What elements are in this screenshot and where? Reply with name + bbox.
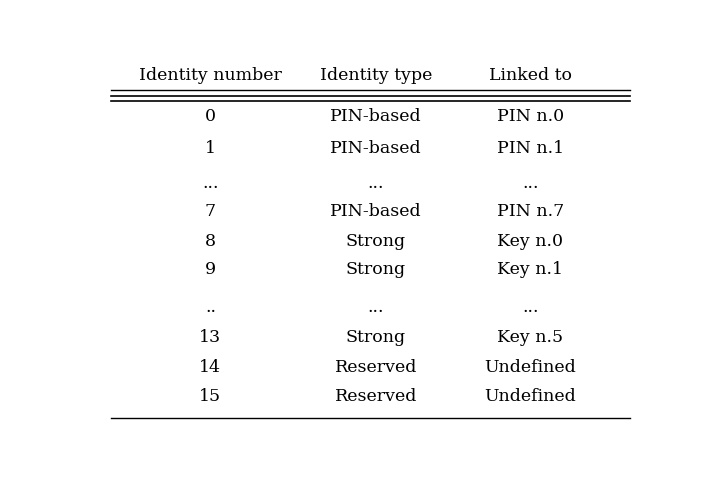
Text: Undefined: Undefined xyxy=(485,359,576,376)
Text: PIN-based: PIN-based xyxy=(330,139,422,156)
Text: Key n.0: Key n.0 xyxy=(498,233,563,250)
Text: 13: 13 xyxy=(199,329,221,346)
Text: 8: 8 xyxy=(205,233,216,250)
Text: Strong: Strong xyxy=(346,261,406,278)
Text: ...: ... xyxy=(367,175,384,192)
Text: 7: 7 xyxy=(205,203,216,220)
Text: ...: ... xyxy=(367,299,384,316)
Text: ...: ... xyxy=(522,299,539,316)
Text: Identity number: Identity number xyxy=(139,67,282,84)
Text: 1: 1 xyxy=(205,139,216,156)
Text: PIN n.1: PIN n.1 xyxy=(497,139,564,156)
Text: Linked to: Linked to xyxy=(489,67,572,84)
Text: 15: 15 xyxy=(199,388,221,405)
Text: PIN n.7: PIN n.7 xyxy=(497,203,564,220)
Text: Identity type: Identity type xyxy=(320,67,432,84)
Text: Key n.5: Key n.5 xyxy=(498,329,563,346)
Text: PIN n.0: PIN n.0 xyxy=(497,108,564,125)
Text: Key n.1: Key n.1 xyxy=(498,261,563,278)
Text: 14: 14 xyxy=(199,359,221,376)
Text: PIN-based: PIN-based xyxy=(330,108,422,125)
Text: Reserved: Reserved xyxy=(335,359,417,376)
Text: Strong: Strong xyxy=(346,233,406,250)
Text: 0: 0 xyxy=(205,108,216,125)
Text: Undefined: Undefined xyxy=(485,388,576,405)
Text: Reserved: Reserved xyxy=(335,388,417,405)
Text: 9: 9 xyxy=(205,261,216,278)
Text: Strong: Strong xyxy=(346,329,406,346)
Text: PIN-based: PIN-based xyxy=(330,203,422,220)
Text: ...: ... xyxy=(522,175,539,192)
Text: ...: ... xyxy=(202,175,219,192)
Text: ..: .. xyxy=(205,299,216,316)
